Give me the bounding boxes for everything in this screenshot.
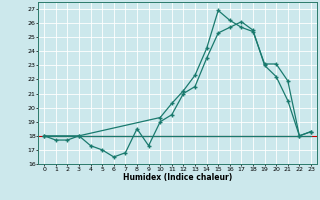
X-axis label: Humidex (Indice chaleur): Humidex (Indice chaleur) (123, 173, 232, 182)
